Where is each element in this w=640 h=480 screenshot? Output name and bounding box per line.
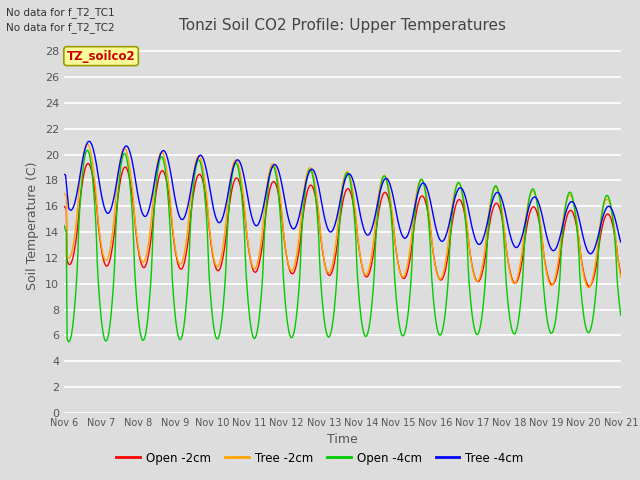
Text: TZ_soilco2: TZ_soilco2 <box>67 49 136 62</box>
Y-axis label: Soil Temperature (C): Soil Temperature (C) <box>26 161 39 290</box>
Legend: Open -2cm, Tree -2cm, Open -4cm, Tree -4cm: Open -2cm, Tree -2cm, Open -4cm, Tree -4… <box>112 447 528 469</box>
X-axis label: Time: Time <box>327 433 358 446</box>
Text: No data for f_T2_TC1: No data for f_T2_TC1 <box>6 7 115 18</box>
Title: Tonzi Soil CO2 Profile: Upper Temperatures: Tonzi Soil CO2 Profile: Upper Temperatur… <box>179 18 506 33</box>
Text: No data for f_T2_TC2: No data for f_T2_TC2 <box>6 22 115 33</box>
